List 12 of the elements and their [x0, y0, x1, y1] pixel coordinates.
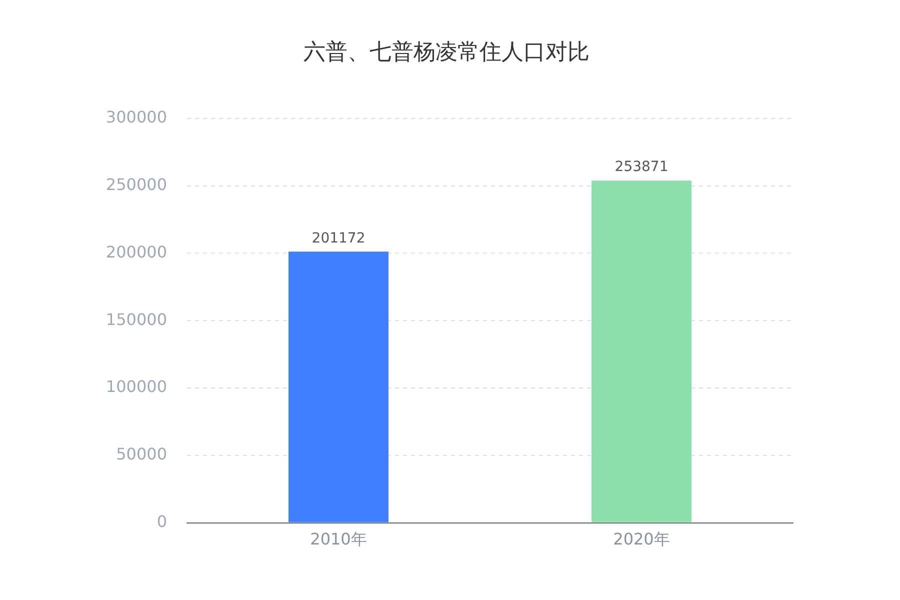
- y-tick-label: 0: [156, 512, 167, 531]
- y-tick-label: 200000: [106, 242, 167, 262]
- x-tick-label: 2010年: [310, 530, 367, 549]
- data-label: 253871: [614, 159, 668, 176]
- y-tick-label: 150000: [106, 310, 167, 329]
- chart-title: 六普、七普杨凌常住人口对比: [304, 40, 590, 65]
- y-tick-label: 50000: [116, 444, 167, 464]
- x-tick-label: 2020年: [613, 530, 670, 549]
- y-tick-label: 250000: [106, 174, 167, 194]
- y-tick-label: 300000: [106, 108, 167, 127]
- data-label: 201172: [312, 230, 366, 246]
- y-tick-label: 100000: [106, 377, 167, 396]
